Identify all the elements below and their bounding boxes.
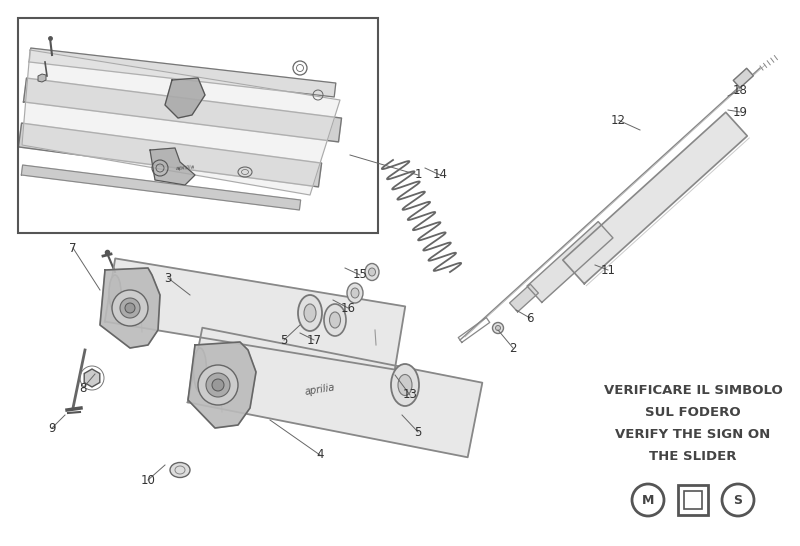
- Polygon shape: [188, 342, 256, 428]
- Text: 4: 4: [316, 448, 324, 461]
- Polygon shape: [23, 78, 342, 142]
- Text: 6: 6: [526, 312, 534, 324]
- Text: VERIFY THE SIGN ON: VERIFY THE SIGN ON: [615, 428, 770, 441]
- Text: 18: 18: [733, 84, 747, 97]
- Text: 10: 10: [141, 473, 155, 486]
- Circle shape: [198, 365, 238, 405]
- Ellipse shape: [347, 283, 363, 303]
- Ellipse shape: [109, 275, 121, 311]
- Text: 5: 5: [414, 425, 422, 438]
- Ellipse shape: [398, 375, 412, 395]
- Text: SUL FODERO: SUL FODERO: [645, 406, 741, 418]
- Ellipse shape: [369, 268, 375, 276]
- Polygon shape: [105, 258, 406, 370]
- Polygon shape: [22, 50, 340, 195]
- Circle shape: [125, 303, 135, 313]
- Text: 13: 13: [402, 389, 418, 401]
- Polygon shape: [22, 165, 301, 210]
- Polygon shape: [150, 148, 195, 185]
- Polygon shape: [18, 123, 322, 187]
- Bar: [678, 485, 708, 515]
- Ellipse shape: [495, 325, 501, 330]
- Text: aprilia: aprilia: [175, 165, 195, 171]
- Polygon shape: [734, 68, 754, 88]
- Text: 7: 7: [70, 241, 77, 254]
- Ellipse shape: [391, 364, 419, 406]
- Ellipse shape: [170, 462, 190, 478]
- Polygon shape: [165, 78, 205, 118]
- Polygon shape: [84, 369, 100, 387]
- Ellipse shape: [298, 295, 322, 331]
- Polygon shape: [527, 222, 613, 302]
- Ellipse shape: [194, 348, 206, 392]
- Polygon shape: [510, 284, 538, 312]
- Text: 9: 9: [48, 422, 56, 435]
- Ellipse shape: [365, 264, 379, 281]
- Text: 1: 1: [414, 169, 422, 181]
- Polygon shape: [38, 74, 46, 82]
- Text: 11: 11: [601, 264, 615, 276]
- Text: 2: 2: [510, 341, 517, 354]
- Text: S: S: [734, 494, 742, 507]
- Text: THE SLIDER: THE SLIDER: [650, 449, 737, 462]
- Ellipse shape: [493, 323, 503, 334]
- Text: 19: 19: [733, 105, 747, 118]
- Text: 14: 14: [433, 169, 447, 181]
- Polygon shape: [188, 328, 482, 458]
- Ellipse shape: [351, 288, 359, 298]
- Text: VERIFICARE IL SIMBOLO: VERIFICARE IL SIMBOLO: [604, 383, 782, 396]
- Polygon shape: [562, 112, 747, 284]
- Text: aprilia: aprilia: [304, 383, 336, 397]
- Circle shape: [206, 373, 230, 397]
- Text: 5: 5: [280, 334, 288, 347]
- Text: 15: 15: [353, 269, 367, 282]
- Circle shape: [212, 379, 224, 391]
- Ellipse shape: [324, 304, 346, 336]
- Text: 17: 17: [306, 334, 322, 347]
- Bar: [684, 491, 702, 509]
- Polygon shape: [100, 268, 160, 348]
- Text: M: M: [642, 494, 654, 507]
- Ellipse shape: [330, 312, 341, 328]
- Text: 3: 3: [164, 271, 172, 284]
- Text: 16: 16: [341, 301, 355, 314]
- Bar: [18, 18, 378, 233]
- Text: 8: 8: [79, 382, 86, 395]
- Ellipse shape: [304, 304, 316, 322]
- Polygon shape: [30, 48, 336, 97]
- Circle shape: [112, 290, 148, 326]
- Text: 12: 12: [610, 114, 626, 127]
- Circle shape: [120, 298, 140, 318]
